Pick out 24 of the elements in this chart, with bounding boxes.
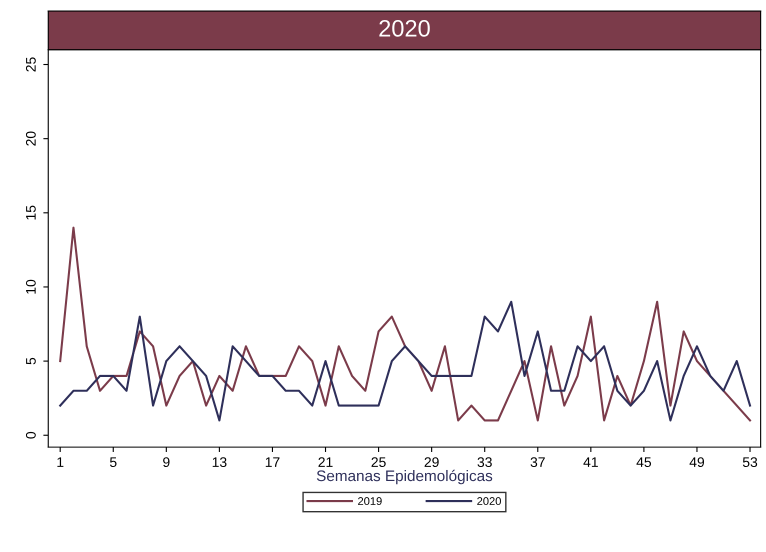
y-tick-label: 0: [26, 432, 36, 439]
y-tick-label: 10: [26, 280, 36, 294]
x-tick-label: 17: [266, 457, 280, 467]
x-tick-label: 25: [372, 457, 386, 468]
x-tick-label: 45: [636, 457, 652, 468]
x-tick-label: 1: [57, 457, 64, 467]
x-tick-label: 33: [478, 457, 492, 468]
x-tick-label: 37: [530, 457, 545, 468]
x-tick-label: 9: [163, 457, 170, 468]
x-tick-label: 53: [742, 457, 758, 468]
x-tick-label: 21: [318, 457, 333, 467]
x-tick-label: 5: [110, 457, 117, 468]
legend-label: 2020: [477, 497, 501, 506]
y-tick-label: 5: [26, 358, 36, 364]
x-tick-label: 13: [212, 457, 227, 468]
x-tick-label: 41: [583, 457, 598, 467]
y-tick-label: 20: [26, 131, 36, 146]
x-tick-label: 49: [690, 457, 704, 468]
chart-title: 2020: [379, 20, 430, 37]
y-tick-label: 15: [26, 206, 36, 220]
x-tick-label: 29: [424, 457, 439, 468]
x-axis-title: Semanas Epidemológicas: [316, 470, 492, 484]
y-tick-label: 25: [26, 57, 36, 72]
legend-label: 2019: [358, 497, 382, 506]
